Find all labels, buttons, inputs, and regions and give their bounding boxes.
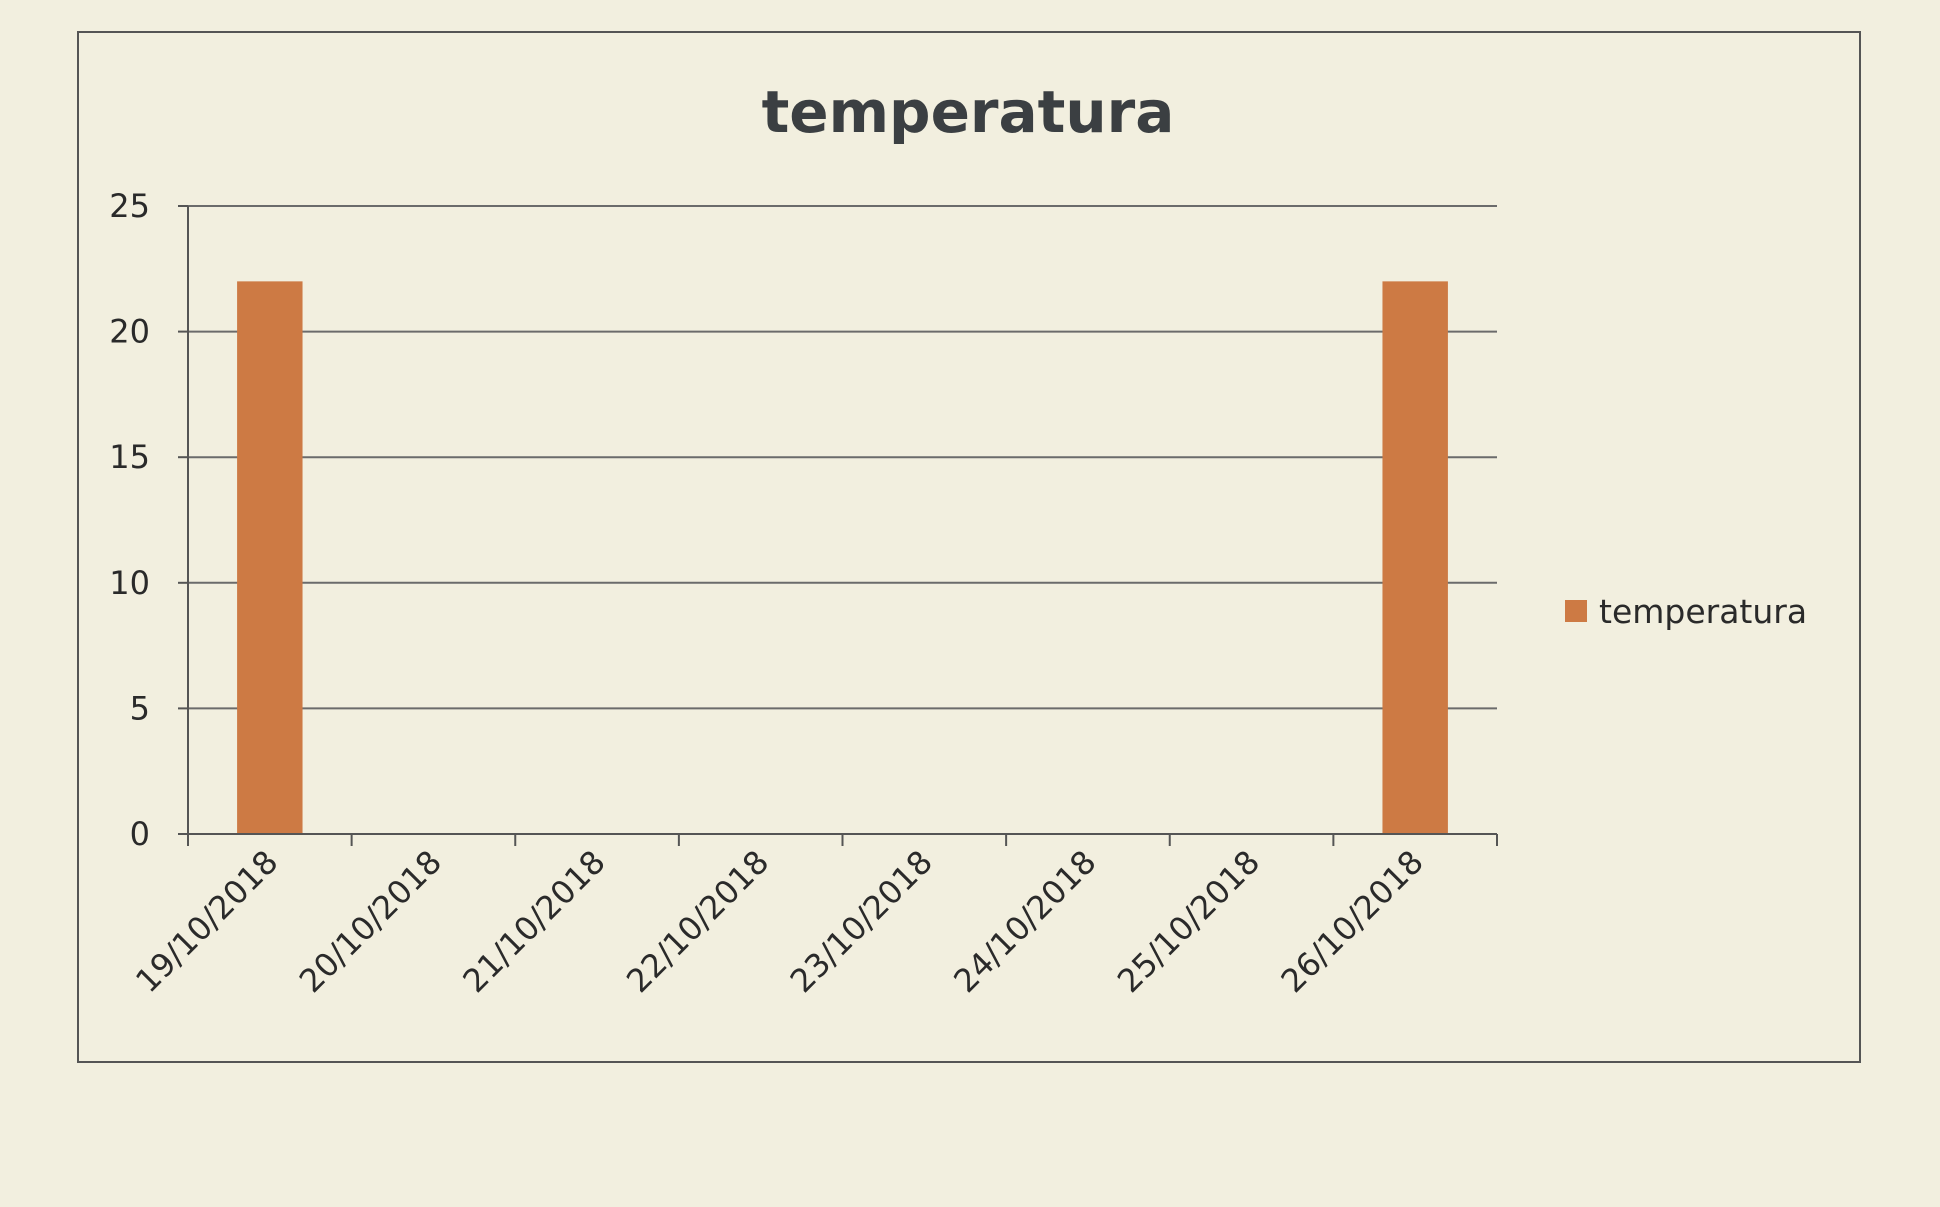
x-tick-label: 23/10/2018 (783, 843, 940, 1000)
legend: temperatura (1565, 592, 1807, 631)
x-tick-label: 22/10/2018 (619, 843, 776, 1000)
chart-title: temperatura (762, 78, 1175, 146)
x-tick-label: 26/10/2018 (1274, 843, 1431, 1000)
y-tick-label: 15 (109, 438, 150, 476)
y-tick-label: 5 (130, 689, 150, 727)
y-tick-label: 10 (109, 564, 150, 602)
x-tick-label: 20/10/2018 (292, 843, 449, 1000)
x-tick-labels: 19/10/2018 20/10/2018 21/10/2018 22/10/2018… (128, 843, 1431, 1000)
legend-label: temperatura (1599, 592, 1807, 631)
y-tick-label: 25 (109, 187, 150, 225)
y-tick-label: 0 (130, 815, 150, 853)
legend-swatch (1565, 600, 1587, 622)
y-tick-labels: 0 5 10 15 20 25 (109, 187, 150, 853)
axes (187, 206, 1498, 846)
x-tick-label: 19/10/2018 (128, 843, 285, 1000)
bar (237, 281, 303, 834)
bar (1382, 281, 1448, 834)
bars (237, 281, 1448, 834)
x-tick-label: 25/10/2018 (1110, 843, 1267, 1000)
x-tick-label: 24/10/2018 (946, 843, 1103, 1000)
x-tick-label: 21/10/2018 (455, 843, 612, 1000)
y-tick-label: 20 (109, 313, 150, 351)
gridlines (178, 205, 1497, 835)
chart-frame (77, 31, 1861, 1063)
